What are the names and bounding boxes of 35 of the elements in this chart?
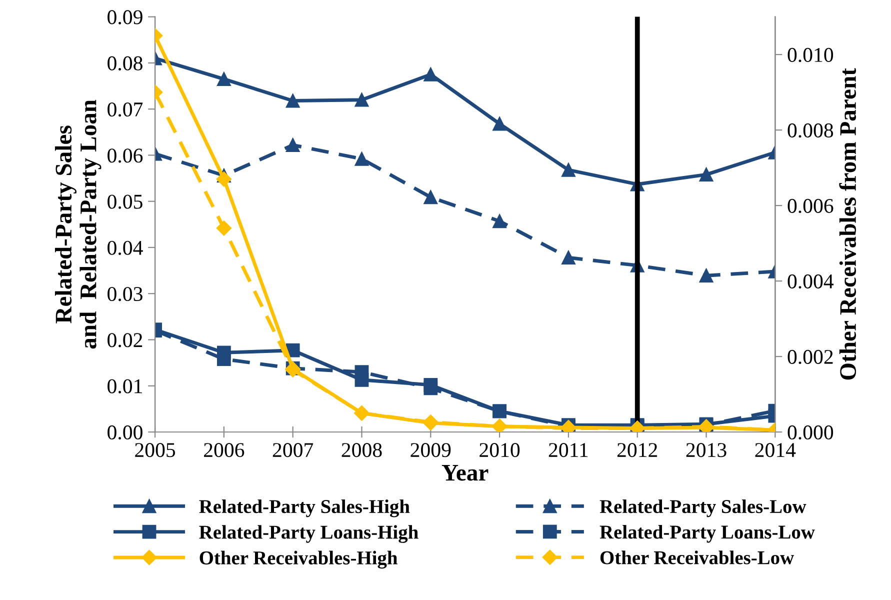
y2-tick-label: 0.002 [788, 350, 833, 364]
y2-tick-label: 0.000 [788, 425, 834, 440]
y-axis-title: Related-Party Sales and Related-Party Loan [54, 100, 102, 349]
y-tick-label: 0.08 [108, 56, 142, 70]
legend-label: Related-Party Loans-High [199, 525, 418, 543]
x-tick-label: 2011 [548, 443, 588, 458]
y-tick-label: 0.04 [108, 240, 143, 255]
y-tick-label: 0.02 [108, 333, 142, 348]
y-tick-label: 0.00 [108, 425, 142, 440]
y-tick-label: 0.01 [108, 379, 142, 394]
y2-tick-label: 0.006 [788, 198, 834, 214]
legend-label: Related-Party Sales-Low [600, 499, 806, 518]
x-tick-label: 2010 [480, 443, 520, 458]
y-tick-label: 0.07 [108, 102, 143, 117]
y2-tick-label: 0.004 [788, 274, 834, 289]
legend-label: Related-Party Sales-High [199, 499, 410, 518]
y2-axis-title: Other Receivables from Parent [839, 68, 856, 380]
x-tick-label: 2014 [755, 443, 796, 458]
y-tick-label: 0.06 [108, 148, 143, 163]
legend-label: Other Receivables-High [200, 550, 398, 569]
y2-tick-label: 0.010 [788, 48, 834, 62]
legend-label: Related-Party Loans-Low [600, 525, 815, 543]
x-tick-label: 2012 [617, 443, 658, 458]
x-tick-label: 2005 [135, 443, 176, 458]
x-tick-label: 2009 [410, 443, 451, 458]
x-tick-label: 2008 [342, 443, 382, 458]
x-tick-label: 2013 [686, 443, 726, 458]
y2-tick-label: 0.008 [788, 123, 834, 138]
x-axis-title: Year [442, 465, 488, 481]
x-tick-label: 2007 [272, 443, 314, 458]
y-tick-label: 0.05 [108, 194, 142, 209]
x-tick-label: 2006 [204, 443, 244, 458]
y-tick-label: 0.09 [108, 10, 142, 24]
y-tick-label: 0.03 [108, 286, 142, 302]
legend-label: Other Receivables-Low [600, 550, 794, 564]
